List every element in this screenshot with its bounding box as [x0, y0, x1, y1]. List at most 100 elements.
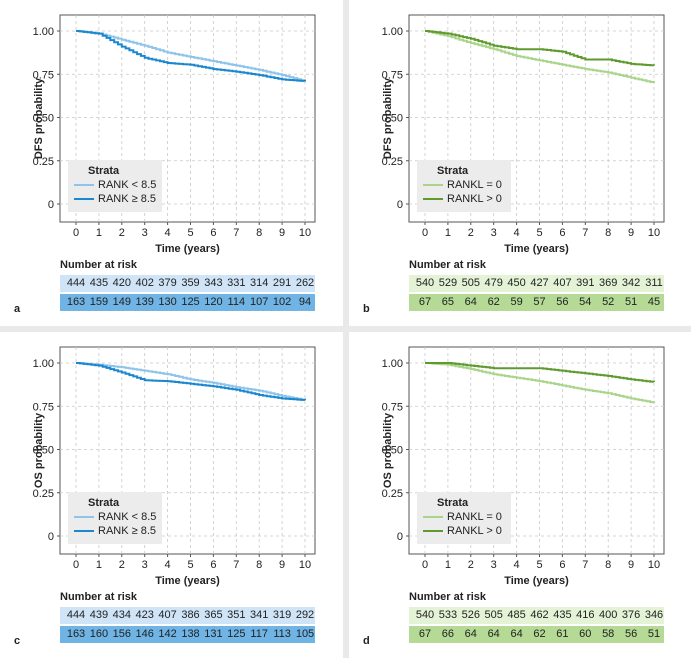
risk-cell: 156 [112, 628, 131, 640]
y-axis-label: OS probability [382, 412, 394, 488]
x-tick-label: 4 [165, 559, 171, 571]
x-tick-label: 7 [582, 227, 588, 239]
risk-cell: 444 [66, 277, 86, 289]
risk-row-2: 163 160 156 146 142 138 131 125 117 113 105 [60, 626, 315, 643]
panel-label: c [14, 635, 21, 647]
risk-cell: 319 [272, 609, 292, 621]
risk-cell: 131 [204, 628, 223, 640]
legend-label: RANKL > 0 [447, 525, 502, 537]
legend-title: Strata [437, 165, 469, 177]
horizontal-divider [0, 326, 691, 332]
x-tick-label: 5 [187, 559, 193, 571]
y-tick-label: 0.25 [382, 488, 403, 500]
risk-cell: 56 [624, 628, 638, 640]
legend-title: Strata [88, 497, 120, 509]
km-curve-1 [425, 30, 655, 83]
risk-cell: 450 [507, 277, 526, 289]
x-tick-label: 0 [422, 559, 428, 571]
x-tick-label: 5 [536, 227, 542, 239]
risk-row-2: 67 65 64 62 59 57 56 54 52 51 45 [409, 294, 664, 311]
risk-cell: 314 [250, 277, 269, 289]
x-tick-label: 1 [445, 227, 451, 239]
risk-cell: 391 [576, 277, 595, 289]
x-tick-label: 4 [514, 559, 520, 571]
risk-cell: 505 [484, 609, 503, 621]
risk-cell: 65 [441, 296, 455, 308]
x-tick-label: 2 [119, 227, 125, 239]
km-panel-d: 0 0.25 0.50 0.75 1.00 0 1 2 3 4 5 6 7 8 9 10 Time (years… [349, 332, 691, 658]
x-tick-label: 7 [233, 559, 239, 571]
legend-label: RANK ≥ 8.5 [98, 525, 156, 537]
y-tick-label: 1.00 [33, 26, 54, 38]
risk-cell: 163 [66, 628, 86, 640]
y-tick-label: 0.25 [33, 156, 54, 168]
x-axis-label: Time (years) [155, 575, 220, 587]
risk-row-1: 444 439 434 423 407 386 365 351 341 319 292 [60, 607, 315, 624]
risk-row-1: 540 529 505 479 450 427 407 391 369 342 311 [409, 275, 664, 292]
x-tick-label: 8 [256, 227, 262, 239]
risk-cell: 149 [112, 296, 131, 308]
risk-cell: 54 [579, 296, 592, 308]
risk-cell: 64 [464, 628, 477, 640]
risk-cell: 341 [250, 609, 269, 621]
x-tick-label: 0 [422, 227, 428, 239]
x-tick-label: 5 [536, 559, 542, 571]
x-tick-label: 10 [299, 559, 311, 571]
panel-label: b [363, 303, 370, 315]
risk-cell: 58 [602, 628, 615, 640]
risk-cell: 292 [295, 609, 315, 621]
x-tick-label: 7 [582, 559, 588, 571]
risk-cell: 160 [89, 628, 109, 640]
x-tick-label: 6 [559, 227, 565, 239]
risk-cell: 416 [576, 609, 595, 621]
x-tick-label: 4 [165, 227, 171, 239]
risk-cell: 57 [533, 296, 546, 308]
panel-label: a [14, 303, 21, 315]
x-tick-label: 3 [491, 559, 497, 571]
risk-row-1: 540 533 526 505 485 462 435 416 400 376 346 [409, 607, 664, 624]
legend-title: Strata [437, 497, 469, 509]
km-curve-2 [76, 30, 306, 82]
risk-table-title: Number at risk [60, 591, 138, 603]
risk-cell: 400 [599, 609, 618, 621]
risk-cell: 420 [112, 277, 131, 289]
x-tick-label: 3 [142, 227, 148, 239]
risk-cell: 365 [204, 609, 223, 621]
legend-label: RANK ≥ 8.5 [98, 193, 156, 205]
x-tick-label: 2 [468, 559, 474, 571]
x-tick-label: 6 [210, 227, 216, 239]
risk-cell: 56 [556, 296, 569, 308]
legend-label: RANKL = 0 [447, 179, 502, 191]
risk-cell: 434 [112, 609, 131, 621]
risk-cell: 64 [510, 628, 523, 640]
risk-cell: 62 [533, 628, 546, 640]
risk-cell: 343 [204, 277, 223, 289]
y-tick-label: 0 [48, 531, 54, 543]
y-tick-label: 0.75 [382, 401, 403, 413]
risk-cell: 102 [272, 296, 292, 308]
risk-cell: 139 [135, 296, 154, 308]
risk-cell: 439 [89, 609, 109, 621]
legend-label: RANKL > 0 [447, 193, 502, 205]
panel-label: d [363, 635, 370, 647]
risk-cell: 444 [66, 609, 86, 621]
y-tick-label: 0 [48, 199, 54, 211]
y-tick-label: 0.75 [382, 69, 403, 81]
legend-title: Strata [88, 165, 120, 177]
risk-cell: 117 [250, 628, 268, 640]
risk-cell: 342 [621, 277, 641, 289]
x-axis-label: Time (years) [504, 575, 569, 587]
risk-cell: 67 [418, 296, 432, 308]
risk-cell: 120 [204, 296, 223, 308]
risk-cell: 376 [621, 609, 641, 621]
x-tick-label: 9 [279, 227, 285, 239]
risk-cell: 146 [135, 628, 154, 640]
risk-cell: 60 [579, 628, 592, 640]
risk-cell: 533 [438, 609, 458, 621]
x-axis-label: Time (years) [504, 243, 569, 255]
km-curve-1 [76, 362, 306, 401]
risk-cell: 125 [227, 628, 246, 640]
risk-cell: 402 [135, 277, 154, 289]
risk-cell: 159 [89, 296, 109, 308]
risk-row-2: 163 159 149 139 130 125 120 114 107 102 94 [60, 294, 315, 311]
